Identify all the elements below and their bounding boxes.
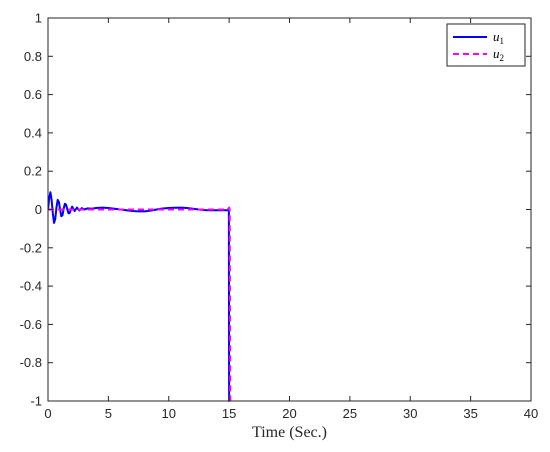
legend-label-subscript: 2 <box>500 53 505 63</box>
legend-label-u-1: u1 <box>493 29 504 46</box>
y-tick-label: -0.6 <box>20 317 42 332</box>
y-tick-label: 0.6 <box>24 87 42 102</box>
x-tick-label: 40 <box>524 406 538 421</box>
legend-label-u-2: u2 <box>493 46 504 63</box>
y-tick-label: -0.2 <box>20 240 42 255</box>
x-tick-label: 10 <box>162 406 176 421</box>
y-tick-label: 0.2 <box>24 164 42 179</box>
y-tick-label: 0.4 <box>24 125 42 140</box>
x-axis-label: Time (Sec.) <box>252 424 327 441</box>
legend-label-subscript: 1 <box>500 36 505 46</box>
legend-label-main: u <box>493 29 500 44</box>
y-tick-label: 0 <box>35 202 42 217</box>
legend-label-main: u <box>493 46 500 61</box>
x-tick-label: 15 <box>222 406 236 421</box>
x-tick-label: 5 <box>105 406 112 421</box>
y-tick-label: 0.8 <box>24 49 42 64</box>
legend-box <box>446 23 526 67</box>
y-tick-label: -1 <box>30 394 42 409</box>
x-tick-label: 25 <box>343 406 357 421</box>
x-tick-label: 30 <box>403 406 417 421</box>
series-layer <box>48 191 232 402</box>
y-tick-label: -0.4 <box>20 279 42 294</box>
x-tick-label: 35 <box>463 406 477 421</box>
x-tick-label: 0 <box>44 406 51 421</box>
axes-layer: 0 5 10 15 20 25 30 35 40 -1 -0.8 -0.6 -0.4 -0.2 0 0.2 0.… <box>20 11 539 422</box>
y-tick-label: -0.8 <box>20 355 42 370</box>
y-tick-label: 1 <box>35 11 42 26</box>
x-tick-label: 20 <box>282 406 296 421</box>
